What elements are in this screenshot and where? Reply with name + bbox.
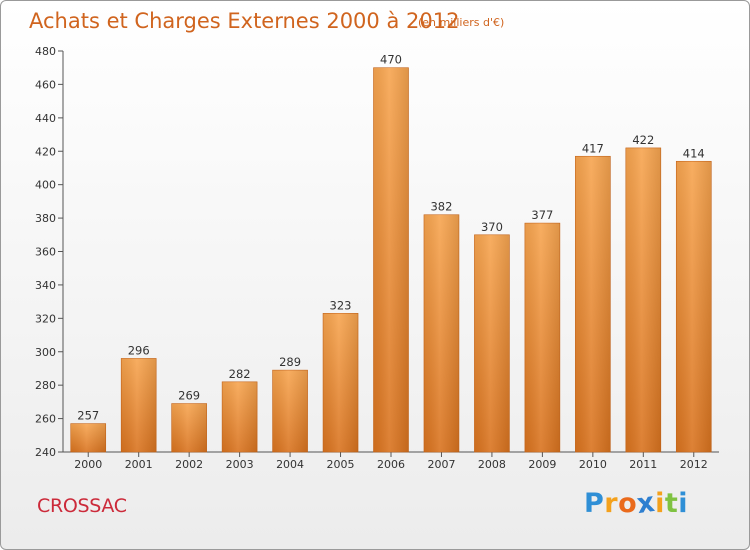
- data-label: 382: [430, 200, 452, 214]
- y-tick-label: 320: [35, 312, 56, 325]
- x-tick-label: 2008: [478, 458, 506, 471]
- y-tick-label: 480: [35, 45, 56, 58]
- bar-shade-2003: [222, 381, 258, 452]
- data-label: 470: [380, 53, 402, 67]
- y-tick-label: 460: [35, 78, 56, 91]
- y-tick-label: 440: [35, 112, 56, 125]
- data-label: 377: [531, 208, 553, 222]
- data-label: 269: [178, 389, 200, 403]
- data-label: 257: [77, 409, 99, 423]
- x-tick-label: 2002: [175, 458, 203, 471]
- x-tick-label: 2012: [680, 458, 708, 471]
- data-label: 282: [229, 367, 251, 381]
- chart-title: Achats et Charges Externes 2000 à 2012: [29, 9, 459, 33]
- data-label: 422: [632, 133, 654, 147]
- x-tick-label: 2000: [74, 458, 102, 471]
- logo-letter: i: [655, 488, 665, 519]
- data-labels: 257 296 269 282 289 323 470 382 370 377 417 422 414: [77, 53, 704, 423]
- y-tick-label: 400: [35, 179, 56, 192]
- x-tick-label: 2005: [327, 458, 355, 471]
- data-label: 296: [128, 343, 150, 357]
- logo-letter: t: [664, 488, 679, 519]
- commune-name: CROSSAC: [37, 495, 127, 517]
- y-tick-label: 380: [35, 212, 56, 225]
- y-tick-label: 260: [35, 413, 56, 426]
- axes: 240 260 280 300 320 340 360 380 400 420 440 460 480 2…: [35, 45, 719, 471]
- bar-shade-2009: [524, 223, 560, 452]
- data-label: 370: [481, 220, 503, 234]
- x-tick-label: 2004: [276, 458, 304, 471]
- x-tick-label: 2007: [427, 458, 455, 471]
- x-tick-label: 2010: [579, 458, 607, 471]
- y-tick-label: 300: [35, 346, 56, 359]
- y-tick-label: 420: [35, 145, 56, 158]
- bar-shade-2000: [70, 423, 106, 452]
- x-tick-label: 2006: [377, 458, 405, 471]
- data-label: 289: [279, 355, 301, 369]
- logo-letter: P: [584, 488, 605, 519]
- bar-shade-2004: [272, 370, 308, 452]
- logo-letter: x: [635, 486, 658, 521]
- bar-shade-2005: [323, 313, 359, 452]
- chart-subtitle: (en milliers d'€): [418, 16, 504, 29]
- x-tick-label: 2001: [125, 458, 153, 471]
- data-label: 417: [582, 141, 604, 155]
- x-tick-label: 2009: [528, 458, 556, 471]
- logo-letter: o: [618, 488, 638, 519]
- bars: [70, 67, 712, 453]
- proxiti-logo: Proxiti: [584, 486, 689, 521]
- bar-shade-2006: [373, 67, 409, 452]
- bar-shade-2007: [423, 214, 459, 452]
- logo-letter: i: [678, 488, 689, 519]
- logo-letter: r: [604, 488, 619, 519]
- y-tick-label: 360: [35, 246, 56, 259]
- x-tick-label: 2003: [226, 458, 254, 471]
- bar-shade-2002: [171, 403, 207, 452]
- bar-shade-2011: [625, 147, 661, 453]
- y-tick-label: 280: [35, 379, 56, 392]
- bar-shade-2010: [575, 156, 611, 452]
- y-tick-label: 240: [35, 446, 56, 459]
- y-tick-label: 340: [35, 279, 56, 292]
- data-label: 414: [683, 146, 705, 160]
- data-label: 323: [330, 298, 352, 312]
- bar-shade-2012: [676, 161, 712, 452]
- bar-shade-2008: [474, 234, 510, 452]
- bar-shade-2001: [121, 358, 157, 452]
- x-tick-label: 2011: [629, 458, 657, 471]
